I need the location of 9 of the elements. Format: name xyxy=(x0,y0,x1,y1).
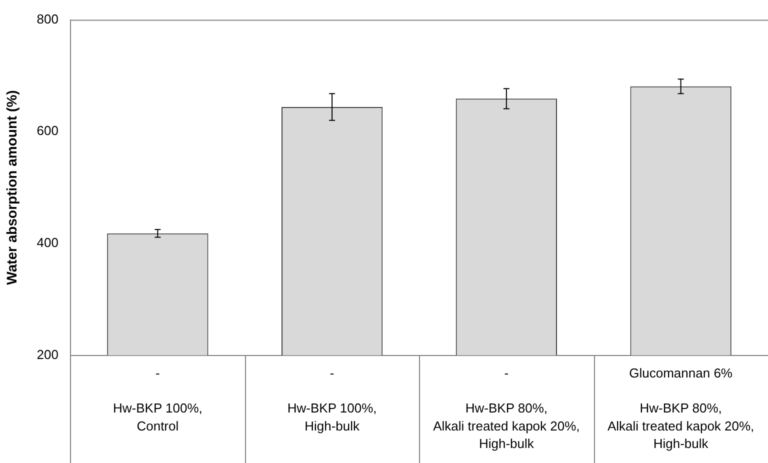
y-tick-label: 600 xyxy=(36,123,58,138)
y-tick-label: 200 xyxy=(36,346,58,362)
y-axis-title: Water absorption amount (%) xyxy=(3,90,20,285)
category-label: Glucomannan 6% Hw-BKP 80%, Alkali treated kapok 20%, High-bulk xyxy=(607,366,754,451)
category-label: - Hw-BKP 100%, Control xyxy=(113,366,202,434)
y-tick-label: 400 xyxy=(36,235,58,250)
category-label: - Hw-BKP 100%, High-bulk xyxy=(287,366,377,434)
category-label: - Hw-BKP 80%, Alkali treated kapok 20%, High-bulk xyxy=(433,366,580,451)
y-tick-label: 800 xyxy=(36,11,58,26)
